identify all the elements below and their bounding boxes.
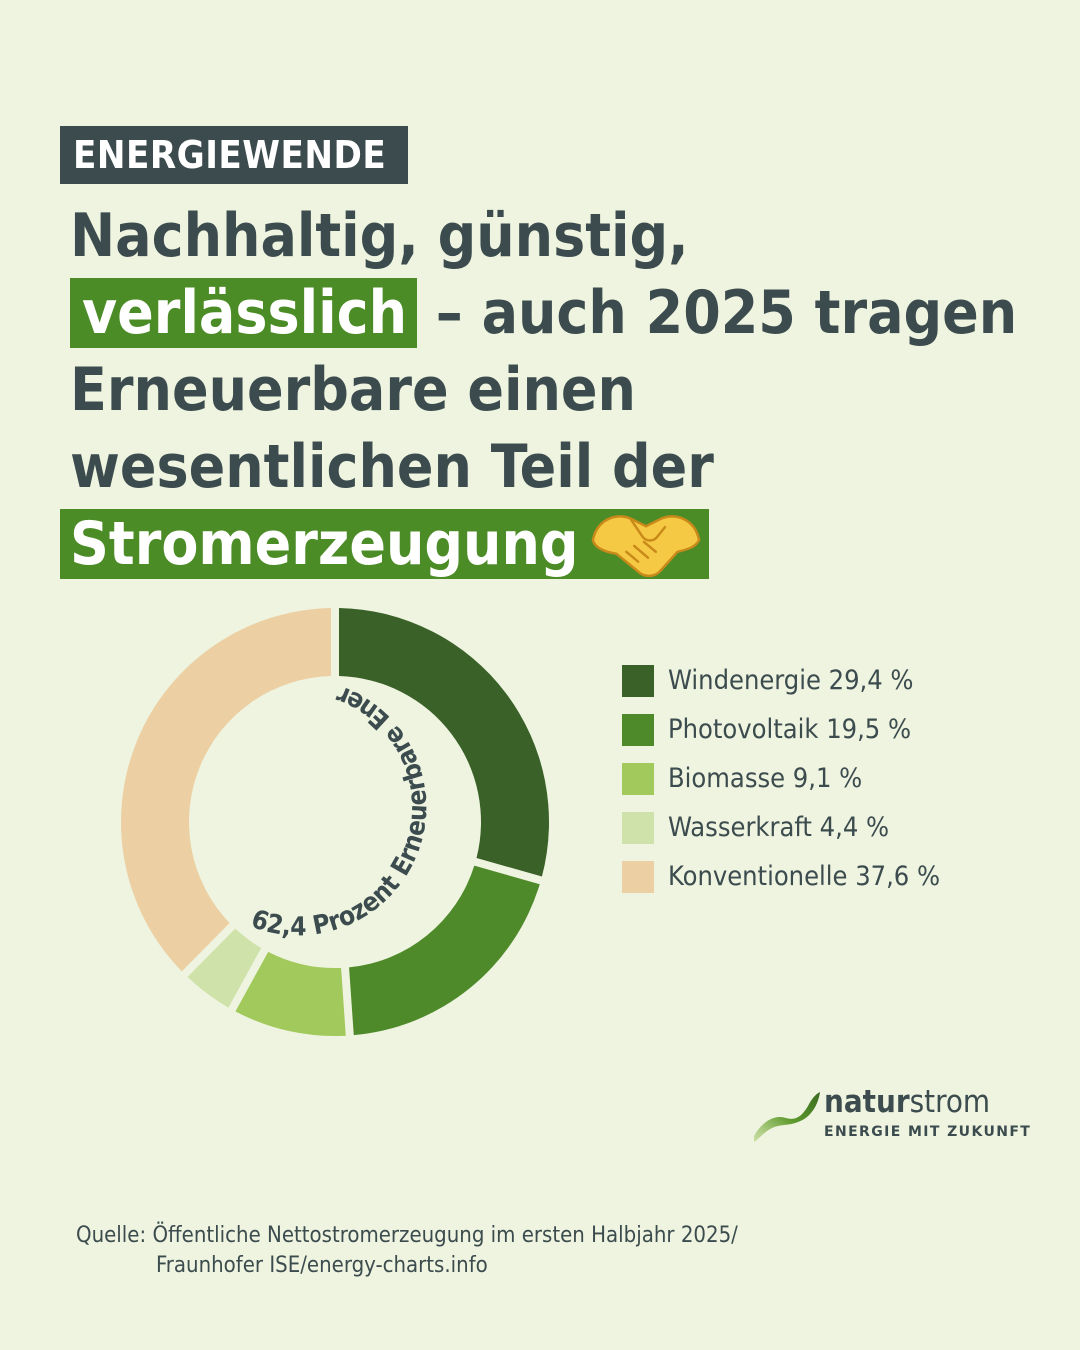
donut-slice-wasserkraft xyxy=(187,928,262,1008)
headline: Nachhaltig, günstig, verlässlich – auch … xyxy=(60,198,1030,583)
source-line-1: Quelle: Öffentliche Nettostromerzeugung … xyxy=(76,1223,738,1248)
legend-label: Windenergie 29,4 % xyxy=(668,665,914,696)
headline-highlight-1: verlässlich xyxy=(70,278,418,348)
legend-item: Wasserkraft 4,4 % xyxy=(622,803,940,852)
donut-slice-biomasse xyxy=(235,951,346,1036)
legend-item: Biomasse 9,1 % xyxy=(622,754,940,803)
donut-slice-windenergie xyxy=(338,608,549,877)
legend-label: Wasserkraft 4,4 % xyxy=(668,812,890,843)
donut-slices xyxy=(121,608,549,1036)
legend-swatch xyxy=(622,713,654,746)
legend-swatch xyxy=(622,811,654,844)
legend-item: Konventionelle 37,6 % xyxy=(622,852,940,901)
legend-item: Photovoltaik 19,5 % xyxy=(622,705,940,754)
center-arc-label-text: 62,4 Prozent Erneuerbare Energien xyxy=(0,0,434,942)
logo-claim: ENERGIE MIT ZUKUNFT xyxy=(824,1124,1032,1140)
leaf-logo-icon xyxy=(754,1092,820,1142)
center-arc-label: 62,4 Prozent Erneuerbare Energien xyxy=(0,0,434,942)
legend-swatch xyxy=(622,664,654,697)
naturstrom-logo: naturstrom ENERGIE MIT ZUKUNFT xyxy=(752,1084,1030,1146)
legend-item: Windenergie 29,4 % xyxy=(622,656,940,705)
donut-slice-photovoltaik xyxy=(349,865,540,1036)
legend-swatch xyxy=(622,762,654,795)
logo-wordmark: naturstrom xyxy=(824,1084,991,1120)
legend-label: Photovoltaik 19,5 % xyxy=(668,714,912,745)
legend-label: Biomasse 9,1 % xyxy=(668,763,863,794)
source-line-2: Fraunhofer ISE/energy-charts.info xyxy=(156,1253,488,1278)
handshake-icon xyxy=(591,515,700,578)
headline-part-2: – auch 2025 tragen Erneuerbare einen wes… xyxy=(70,278,1018,502)
chart-legend: Windenergie 29,4 % Photovoltaik 19,5 % Bio… xyxy=(622,656,940,901)
category-tag: ENERGIEWENDE xyxy=(60,126,409,184)
source-note: Quelle: Öffentliche Nettostromerzeugung … xyxy=(76,1221,738,1281)
donut-slice-konventionelle xyxy=(121,608,332,972)
legend-swatch xyxy=(622,860,654,893)
legend-label: Konventionelle 37,6 % xyxy=(668,861,941,892)
headline-part-1: Nachhaltig, günstig, xyxy=(70,201,689,271)
